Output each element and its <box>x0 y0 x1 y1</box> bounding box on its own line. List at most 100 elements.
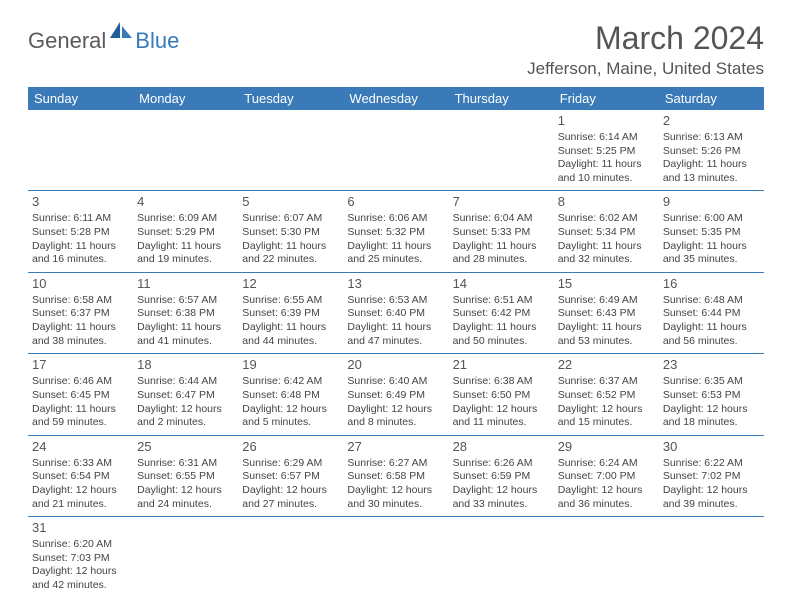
day-number: 25 <box>137 439 234 456</box>
sunrise-text: Sunrise: 6:24 AM <box>558 457 655 471</box>
daylight-text: Daylight: 11 hours and 16 minutes. <box>32 240 129 267</box>
daylight-text: Daylight: 11 hours and 10 minutes. <box>558 158 655 185</box>
calendar-week-row: 10Sunrise: 6:58 AMSunset: 6:37 PMDayligh… <box>28 272 764 353</box>
sunrise-text: Sunrise: 6:06 AM <box>347 212 444 226</box>
day-number: 2 <box>663 113 760 130</box>
day-number: 3 <box>32 194 129 211</box>
sunrise-text: Sunrise: 6:09 AM <box>137 212 234 226</box>
calendar-day-cell <box>133 517 238 598</box>
day-number: 26 <box>242 439 339 456</box>
day-number: 16 <box>663 276 760 293</box>
sunset-text: Sunset: 5:30 PM <box>242 226 339 240</box>
calendar-day-cell: 15Sunrise: 6:49 AMSunset: 6:43 PMDayligh… <box>554 272 659 353</box>
calendar-day-cell: 19Sunrise: 6:42 AMSunset: 6:48 PMDayligh… <box>238 354 343 435</box>
calendar-day-cell <box>28 110 133 191</box>
calendar-day-cell <box>449 110 554 191</box>
day-number: 14 <box>453 276 550 293</box>
sunrise-text: Sunrise: 6:26 AM <box>453 457 550 471</box>
day-number: 5 <box>242 194 339 211</box>
calendar-day-cell: 2Sunrise: 6:13 AMSunset: 5:26 PMDaylight… <box>659 110 764 191</box>
calendar-day-cell: 4Sunrise: 6:09 AMSunset: 5:29 PMDaylight… <box>133 191 238 272</box>
sunrise-text: Sunrise: 6:53 AM <box>347 294 444 308</box>
daylight-text: Daylight: 12 hours and 27 minutes. <box>242 484 339 511</box>
calendar-day-cell: 18Sunrise: 6:44 AMSunset: 6:47 PMDayligh… <box>133 354 238 435</box>
sunset-text: Sunset: 6:39 PM <box>242 307 339 321</box>
calendar-day-cell: 28Sunrise: 6:26 AMSunset: 6:59 PMDayligh… <box>449 435 554 516</box>
day-number: 31 <box>32 520 129 537</box>
day-number: 20 <box>347 357 444 374</box>
day-number: 21 <box>453 357 550 374</box>
calendar-day-cell: 11Sunrise: 6:57 AMSunset: 6:38 PMDayligh… <box>133 272 238 353</box>
calendar-week-row: 31Sunrise: 6:20 AMSunset: 7:03 PMDayligh… <box>28 517 764 598</box>
calendar-day-cell: 23Sunrise: 6:35 AMSunset: 6:53 PMDayligh… <box>659 354 764 435</box>
logo-sail-icon <box>108 20 134 45</box>
sunrise-text: Sunrise: 6:55 AM <box>242 294 339 308</box>
weekday-header: Friday <box>554 87 659 110</box>
sunset-text: Sunset: 6:47 PM <box>137 389 234 403</box>
daylight-text: Daylight: 11 hours and 56 minutes. <box>663 321 760 348</box>
day-number: 29 <box>558 439 655 456</box>
daylight-text: Daylight: 12 hours and 11 minutes. <box>453 403 550 430</box>
logo: General Blue <box>28 28 179 54</box>
sunset-text: Sunset: 5:29 PM <box>137 226 234 240</box>
daylight-text: Daylight: 12 hours and 39 minutes. <box>663 484 760 511</box>
sunset-text: Sunset: 6:38 PM <box>137 307 234 321</box>
day-number: 30 <box>663 439 760 456</box>
daylight-text: Daylight: 12 hours and 5 minutes. <box>242 403 339 430</box>
calendar-day-cell: 8Sunrise: 6:02 AMSunset: 5:34 PMDaylight… <box>554 191 659 272</box>
daylight-text: Daylight: 12 hours and 18 minutes. <box>663 403 760 430</box>
calendar-day-cell: 25Sunrise: 6:31 AMSunset: 6:55 PMDayligh… <box>133 435 238 516</box>
day-number: 1 <box>558 113 655 130</box>
daylight-text: Daylight: 11 hours and 50 minutes. <box>453 321 550 348</box>
sunrise-text: Sunrise: 6:38 AM <box>453 375 550 389</box>
weekday-header: Saturday <box>659 87 764 110</box>
day-number: 19 <box>242 357 339 374</box>
sunset-text: Sunset: 6:44 PM <box>663 307 760 321</box>
calendar-day-cell: 10Sunrise: 6:58 AMSunset: 6:37 PMDayligh… <box>28 272 133 353</box>
calendar-week-row: 3Sunrise: 6:11 AMSunset: 5:28 PMDaylight… <box>28 191 764 272</box>
sunrise-text: Sunrise: 6:44 AM <box>137 375 234 389</box>
logo-text-blue: Blue <box>135 28 179 54</box>
daylight-text: Daylight: 12 hours and 33 minutes. <box>453 484 550 511</box>
calendar-day-cell <box>449 517 554 598</box>
daylight-text: Daylight: 11 hours and 32 minutes. <box>558 240 655 267</box>
sunset-text: Sunset: 7:02 PM <box>663 470 760 484</box>
day-number: 10 <box>32 276 129 293</box>
calendar-day-cell: 17Sunrise: 6:46 AMSunset: 6:45 PMDayligh… <box>28 354 133 435</box>
daylight-text: Daylight: 11 hours and 38 minutes. <box>32 321 129 348</box>
sunrise-text: Sunrise: 6:42 AM <box>242 375 339 389</box>
calendar-week-row: 17Sunrise: 6:46 AMSunset: 6:45 PMDayligh… <box>28 354 764 435</box>
calendar-day-cell: 27Sunrise: 6:27 AMSunset: 6:58 PMDayligh… <box>343 435 448 516</box>
calendar-day-cell: 13Sunrise: 6:53 AMSunset: 6:40 PMDayligh… <box>343 272 448 353</box>
weekday-header: Sunday <box>28 87 133 110</box>
daylight-text: Daylight: 11 hours and 47 minutes. <box>347 321 444 348</box>
sunset-text: Sunset: 6:50 PM <box>453 389 550 403</box>
day-number: 4 <box>137 194 234 211</box>
day-number: 9 <box>663 194 760 211</box>
day-number: 23 <box>663 357 760 374</box>
sunset-text: Sunset: 6:54 PM <box>32 470 129 484</box>
sunset-text: Sunset: 6:49 PM <box>347 389 444 403</box>
sunrise-text: Sunrise: 6:00 AM <box>663 212 760 226</box>
daylight-text: Daylight: 11 hours and 59 minutes. <box>32 403 129 430</box>
calendar-week-row: 24Sunrise: 6:33 AMSunset: 6:54 PMDayligh… <box>28 435 764 516</box>
calendar-day-cell: 24Sunrise: 6:33 AMSunset: 6:54 PMDayligh… <box>28 435 133 516</box>
daylight-text: Daylight: 11 hours and 25 minutes. <box>347 240 444 267</box>
daylight-text: Daylight: 12 hours and 42 minutes. <box>32 565 129 592</box>
daylight-text: Daylight: 11 hours and 13 minutes. <box>663 158 760 185</box>
sunrise-text: Sunrise: 6:13 AM <box>663 131 760 145</box>
sunset-text: Sunset: 5:25 PM <box>558 145 655 159</box>
sunset-text: Sunset: 5:34 PM <box>558 226 655 240</box>
sunset-text: Sunset: 6:45 PM <box>32 389 129 403</box>
sunset-text: Sunset: 5:33 PM <box>453 226 550 240</box>
weekday-header: Monday <box>133 87 238 110</box>
calendar-day-cell: 6Sunrise: 6:06 AMSunset: 5:32 PMDaylight… <box>343 191 448 272</box>
sunset-text: Sunset: 5:28 PM <box>32 226 129 240</box>
sunset-text: Sunset: 7:03 PM <box>32 552 129 566</box>
day-number: 12 <box>242 276 339 293</box>
calendar-week-row: 1Sunrise: 6:14 AMSunset: 5:25 PMDaylight… <box>28 110 764 191</box>
weekday-header-row: Sunday Monday Tuesday Wednesday Thursday… <box>28 87 764 110</box>
weekday-header: Tuesday <box>238 87 343 110</box>
calendar-day-cell <box>343 110 448 191</box>
sunrise-text: Sunrise: 6:57 AM <box>137 294 234 308</box>
